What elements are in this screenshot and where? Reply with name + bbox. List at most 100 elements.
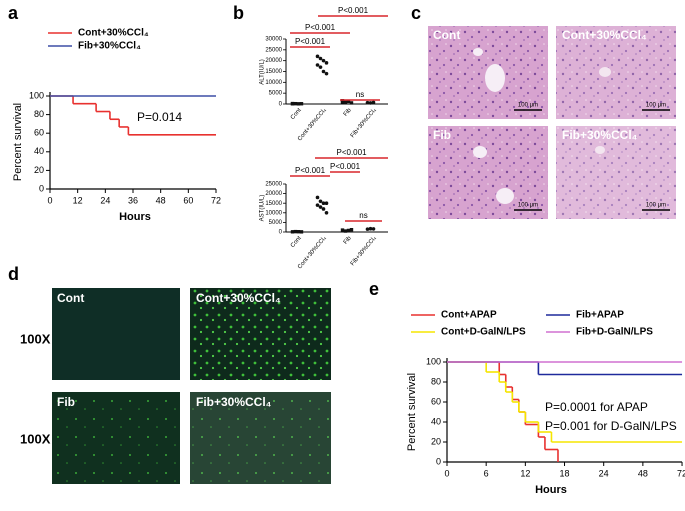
data-point: [315, 63, 320, 67]
x-tick-label: 0: [47, 195, 52, 205]
y-tick-label: 15000: [265, 201, 282, 207]
data-point: [315, 54, 320, 59]
y-tick-label: 25000: [265, 47, 282, 53]
data-point: [321, 201, 326, 205]
y-tick-label: 5000: [269, 220, 283, 226]
y-tick-label: 0: [39, 183, 44, 193]
data-point: [340, 228, 345, 232]
image-label: Fib+30%CCl₄: [562, 128, 638, 142]
legend-label: Fib+APAP: [576, 310, 624, 321]
image-label: Cont+30%CCl₄: [562, 28, 647, 42]
image-label: Cont: [57, 291, 84, 305]
y-tick-label: 10000: [265, 80, 282, 86]
y-tick-label: 20: [431, 436, 441, 446]
data-point: [371, 100, 376, 105]
y-tick-label: 20: [34, 165, 44, 175]
histology-image: [556, 126, 676, 219]
data-point: [321, 58, 326, 63]
panel-letter: a: [8, 3, 19, 23]
data-point: [324, 201, 329, 205]
x-axis-label: Hours: [119, 211, 151, 223]
data-point: [290, 101, 295, 106]
y-tick-label: 5000: [269, 91, 283, 97]
vessel: [473, 146, 487, 158]
x-tick-label: Cont: [290, 107, 303, 121]
y-axis-label: ALT(IU/L): [260, 59, 266, 85]
annotation: ns: [356, 90, 364, 99]
data-point: [371, 227, 376, 231]
y-tick-label: 0: [436, 456, 441, 466]
fluorescence-image: [52, 288, 180, 380]
annotation: P=0.014: [137, 110, 182, 124]
x-tick-label: 36: [128, 195, 138, 205]
annotation: ns: [359, 211, 367, 220]
data-point: [318, 199, 323, 204]
x-tick-label: 60: [183, 195, 193, 205]
image-label: Cont+30%CCl₄: [196, 291, 281, 305]
data-point: [368, 101, 373, 105]
data-point: [318, 56, 323, 61]
data-point: [299, 102, 304, 106]
data-point: [293, 101, 298, 106]
x-tick-label: Cont: [290, 235, 303, 249]
annotation: P<0.001: [295, 166, 326, 175]
data-point: [296, 230, 301, 234]
y-tick-label: 10000: [265, 210, 282, 216]
y-axis-label: Percent survival: [12, 103, 24, 181]
y-tick-label: 100: [29, 90, 44, 100]
data-point: [296, 102, 301, 106]
y-tick-label: 40: [431, 416, 441, 426]
vessel: [599, 67, 611, 77]
x-tick-label: 24: [599, 468, 609, 478]
data-point: [293, 229, 298, 234]
vessel: [473, 48, 483, 56]
x-tick-label: 6: [484, 468, 489, 478]
data-point: [315, 195, 320, 200]
data-point: [321, 207, 326, 211]
data-point: [324, 211, 329, 215]
data-point: [321, 69, 326, 74]
annotation: P=0.0001 for APAP: [545, 400, 648, 414]
fluorescence-image: [52, 392, 180, 484]
x-tick-label: 0: [444, 468, 449, 478]
annotation: P<0.001: [336, 148, 367, 157]
panel-letter: c: [411, 3, 421, 23]
data-point: [368, 226, 373, 231]
y-tick-label: 40: [34, 146, 44, 156]
x-tick-label: 72: [211, 195, 221, 205]
x-tick-label: 72: [677, 468, 685, 478]
fluorescence-image: [190, 392, 331, 484]
fluorescence-image: [190, 288, 331, 380]
y-tick-label: 20000: [265, 191, 282, 197]
magnification: 100X: [20, 431, 51, 446]
image-label: Fib: [433, 128, 451, 142]
data-point: [299, 230, 304, 234]
histology-image: [428, 126, 548, 219]
x-tick-label: 12: [73, 195, 83, 205]
data-point: [365, 100, 370, 105]
x-tick-label: Fib+30%CCl₄: [350, 235, 378, 267]
data-point: [343, 100, 348, 104]
annotation: P=0.001 for D-GalN/LPS: [545, 419, 677, 433]
legend-label: Cont+D-GalN/LPS: [441, 327, 526, 338]
legend-label: Cont+APAP: [441, 310, 497, 321]
x-tick-label: 48: [156, 195, 166, 205]
scale-label: 100 μm: [518, 103, 538, 109]
data-point: [349, 101, 354, 105]
x-tick-label: Fib+30%CCl₄: [350, 107, 378, 139]
data-point: [318, 205, 323, 209]
x-tick-label: 12: [520, 468, 530, 478]
legend-label: Fib+30%CCl₄: [78, 41, 141, 52]
data-point: [324, 71, 329, 76]
y-tick-label: 20000: [265, 58, 282, 64]
annotation: P<0.001: [305, 23, 336, 32]
data-point: [349, 227, 354, 232]
y-tick-label: 30000: [265, 37, 282, 43]
y-tick-label: 100: [426, 356, 441, 366]
x-axis-label: Hours: [535, 484, 567, 496]
data-point: [346, 99, 351, 104]
annotation: P<0.001: [295, 37, 326, 46]
legend-label: Fib+D-GalN/LPS: [576, 327, 653, 338]
histology-image: [556, 26, 676, 119]
